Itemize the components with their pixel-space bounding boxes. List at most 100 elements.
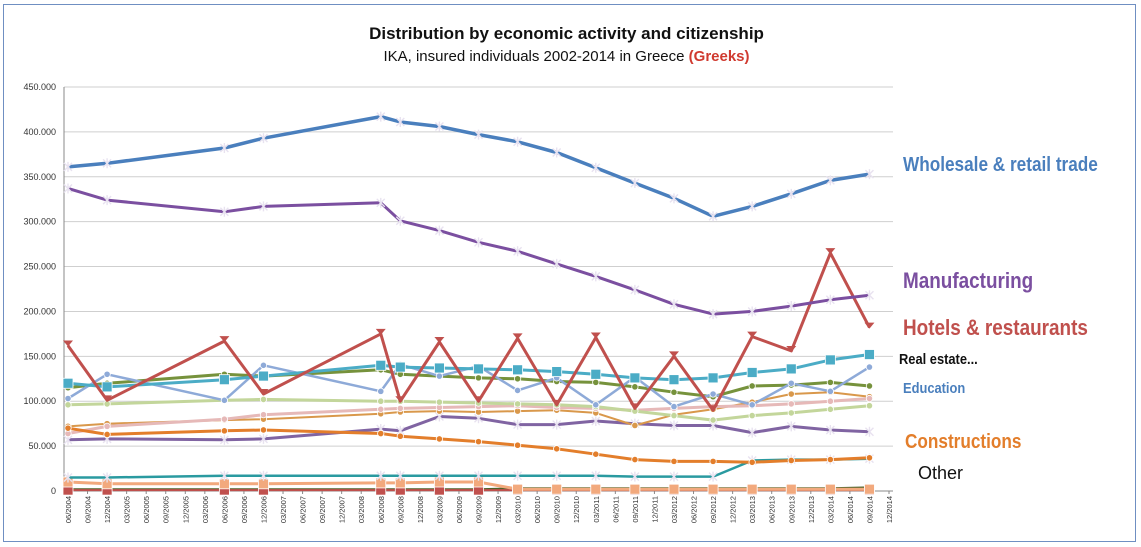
series-point (259, 426, 268, 434)
series-point (668, 374, 680, 386)
series-point (376, 470, 386, 481)
x-tick-label: 12/2007 (338, 496, 347, 523)
series-point (591, 470, 601, 481)
series-point (864, 322, 875, 329)
series-point (259, 395, 268, 404)
x-tick-label: 06/2010 (533, 496, 542, 523)
series-point (513, 375, 522, 383)
series-point (513, 246, 523, 257)
series-point (552, 147, 562, 158)
series-point (376, 111, 386, 122)
x-tick-label: 06/2012 (690, 496, 699, 523)
series-point (512, 364, 523, 376)
series-point (64, 401, 72, 409)
y-tick-label: 0 (51, 486, 56, 496)
series-point (220, 427, 228, 435)
x-tick-label: 09/2011 (631, 496, 640, 523)
series-point (825, 294, 835, 305)
y-tick-label: 350.000 (23, 172, 56, 182)
series-point (375, 359, 387, 371)
series-point (219, 336, 230, 343)
series-point (102, 195, 112, 206)
series-point (63, 161, 73, 172)
series-point (513, 441, 522, 449)
series-point (395, 396, 406, 403)
series-point (220, 396, 228, 404)
series-point (103, 422, 111, 430)
series-point (591, 415, 601, 426)
series-point (63, 183, 73, 194)
series-point (64, 394, 72, 403)
series-point (434, 470, 444, 481)
series-point (474, 438, 483, 446)
series-point (709, 457, 717, 465)
series-point (824, 354, 836, 366)
series-line (67, 114, 870, 219)
series-point (435, 372, 444, 380)
series-point (746, 483, 758, 495)
series-point (747, 427, 757, 438)
series-point (377, 429, 385, 438)
series-point (258, 201, 268, 212)
series-point (512, 333, 523, 340)
series-point (103, 370, 111, 378)
series-point (708, 309, 718, 320)
chart-title: Distribution by economic activity and ci… (369, 24, 764, 43)
series-point (786, 301, 796, 312)
series-point (747, 331, 758, 338)
x-tick-label: 12/2012 (729, 496, 738, 523)
series-point (669, 193, 679, 204)
series-hotels-restaurants (63, 248, 875, 412)
x-tick-label: 03/2005 (123, 496, 132, 523)
series-point (434, 336, 445, 343)
series-point (707, 483, 719, 495)
series-point (592, 401, 600, 409)
series-point (669, 471, 679, 482)
series-point (219, 206, 229, 217)
x-tick-label: 06/2008 (377, 496, 386, 523)
series-point (102, 158, 112, 169)
series-point (864, 349, 875, 360)
subtitle-highlight: (Greeks) (688, 48, 750, 65)
series-point (748, 382, 756, 390)
series-point (219, 470, 229, 481)
series-point (748, 458, 756, 466)
series-point (512, 483, 523, 495)
x-tick-label: 03/2009 (435, 496, 444, 523)
series-point (864, 290, 874, 301)
annotation-label: Hotels & restaurants (903, 316, 1088, 341)
x-tick-label: 09/2010 (553, 496, 562, 523)
series-point (747, 201, 757, 212)
x-tick-label: 09/2013 (787, 496, 796, 523)
series-point (63, 472, 73, 483)
x-tick-label: 03/2012 (670, 496, 679, 523)
series-point (102, 472, 112, 483)
y-tick-label: 100.000 (23, 396, 56, 406)
series-point (824, 483, 836, 495)
series-point (591, 162, 601, 173)
series-point (474, 470, 483, 481)
series-point (395, 470, 405, 481)
series-point (220, 415, 228, 423)
series-point (376, 197, 386, 208)
series-unlabeled-11 (63, 453, 874, 483)
series-point (787, 400, 795, 408)
x-tick-label: 12/2010 (572, 496, 581, 523)
y-tick-label: 150.000 (23, 351, 56, 361)
series-point (865, 394, 874, 403)
series-point (631, 383, 639, 391)
y-tick-label: 300.000 (23, 217, 56, 227)
series-point (63, 340, 73, 347)
y-tick-label: 200.000 (23, 306, 56, 316)
series-point (629, 372, 641, 384)
annotation-label: Other (918, 463, 963, 483)
series-point (670, 457, 678, 465)
x-tick-label: 03/2011 (592, 496, 601, 523)
series-point (786, 188, 796, 199)
x-tick-label: 03/2010 (514, 496, 523, 523)
chart-subtitle: IKA, insured individuals 2002-2014 in Gr… (0, 48, 1133, 65)
series-wholesale-retail-trade (63, 111, 874, 222)
series-point (590, 483, 602, 495)
series-point (102, 395, 113, 402)
